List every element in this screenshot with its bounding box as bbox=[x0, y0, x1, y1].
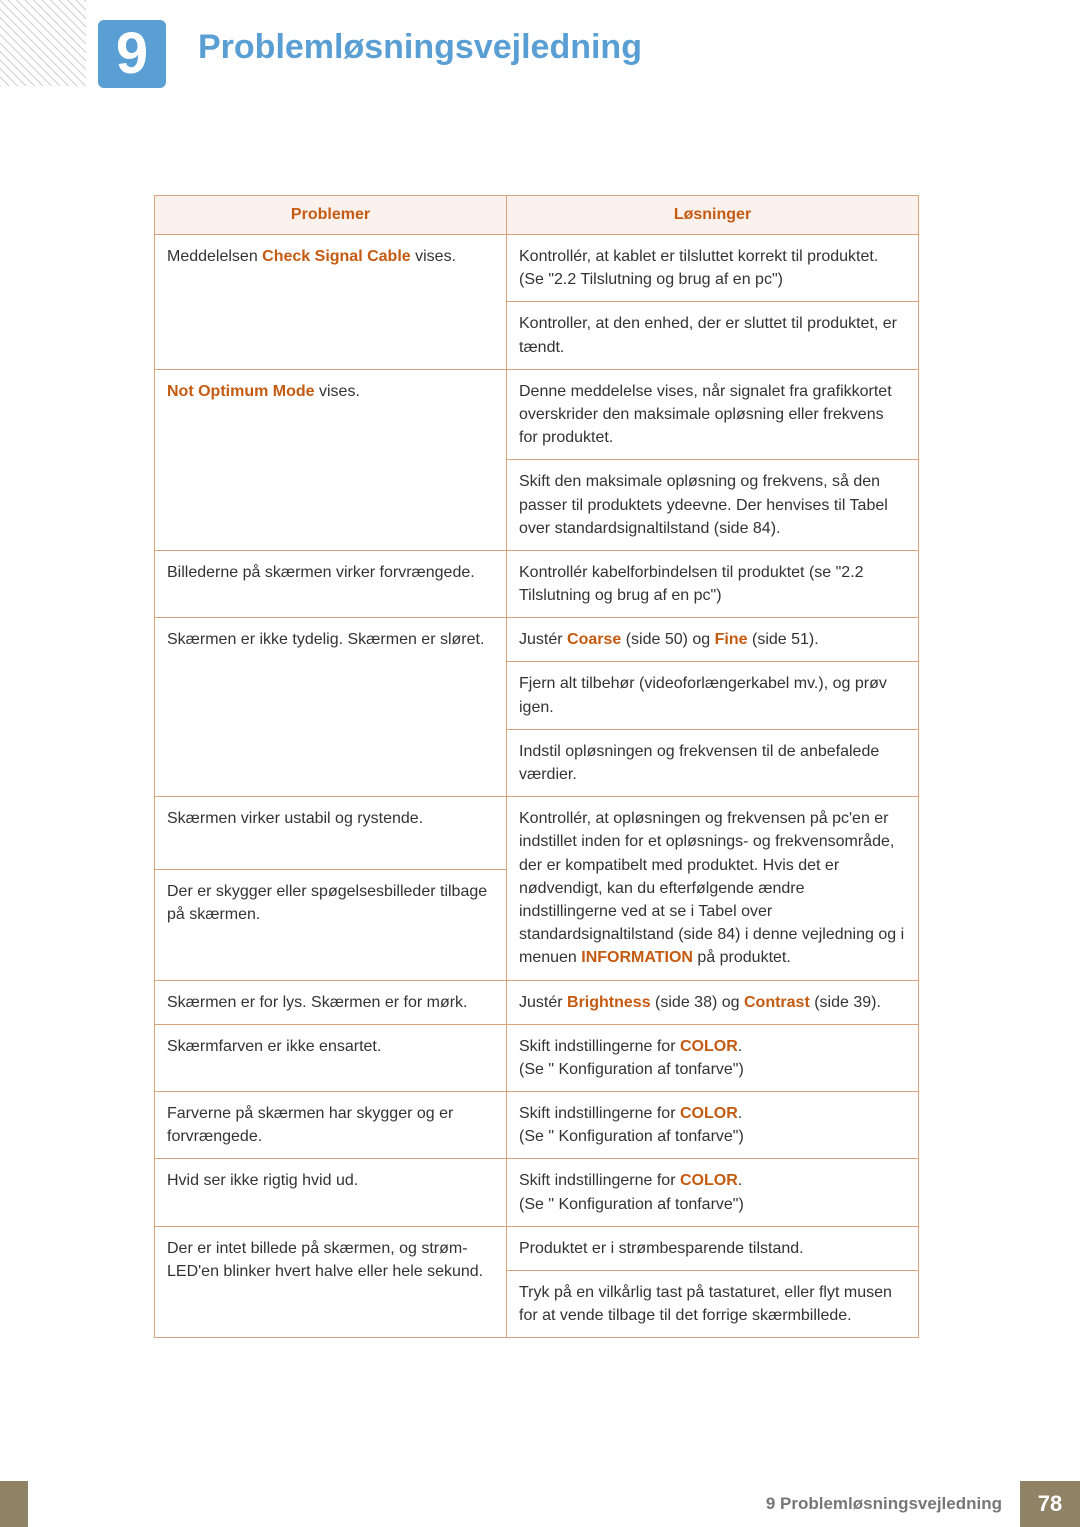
table-row: Not Optimum Mode vises.Denne meddelelse … bbox=[155, 369, 919, 460]
solution-cell: Kontrollér, at opløsningen og frekvensen… bbox=[507, 797, 919, 980]
problem-cell: Meddelelsen Check Signal Cable vises. bbox=[155, 235, 507, 370]
footer-label: 9 Problemløsningsvejledning bbox=[28, 1481, 1020, 1527]
problem-cell: Not Optimum Mode vises. bbox=[155, 369, 507, 550]
solution-cell: Justér Brightness (side 38) og Contrast … bbox=[507, 980, 919, 1024]
solution-cell: Justér Coarse (side 50) og Fine (side 51… bbox=[507, 618, 919, 662]
problem-cell: Hvid ser ikke rigtig hvid ud. bbox=[155, 1159, 507, 1226]
solution-cell: Kontrollér kabelforbindelsen til produkt… bbox=[507, 550, 919, 617]
solution-cell: Denne meddelelse vises, når signalet fra… bbox=[507, 369, 919, 460]
footer-page-number: 78 bbox=[1020, 1481, 1080, 1527]
problem-cell: Billederne på skærmen virker forvrængede… bbox=[155, 550, 507, 617]
col-header-solutions: Løsninger bbox=[507, 196, 919, 235]
problem-cell: Skærmen virker ustabil og rystende. bbox=[155, 797, 507, 870]
solution-cell: Indstil opløsningen og frekvensen til de… bbox=[507, 729, 919, 796]
chapter-number-box: 9 bbox=[98, 20, 166, 88]
solution-cell: Produktet er i strømbesparende tilstand. bbox=[507, 1226, 919, 1270]
table-row: Hvid ser ikke rigtig hvid ud.Skift indst… bbox=[155, 1159, 919, 1226]
chapter-number: 9 bbox=[116, 25, 148, 83]
table-row: Der er intet billede på skærmen, og strø… bbox=[155, 1226, 919, 1270]
table-row: Skærmen er ikke tydelig. Skærmen er slør… bbox=[155, 618, 919, 662]
problem-cell: Skærmen er for lys. Skærmen er for mørk. bbox=[155, 980, 507, 1024]
col-header-problems: Problemer bbox=[155, 196, 507, 235]
problem-cell: Skærmen er ikke tydelig. Skærmen er slør… bbox=[155, 618, 507, 797]
chapter-title: Problemløsningsvejledning bbox=[198, 28, 642, 67]
problem-cell: Farverne på skærmen har skygger og er fo… bbox=[155, 1092, 507, 1159]
solution-cell: Skift indstillingerne for COLOR.(Se " Ko… bbox=[507, 1159, 919, 1226]
solution-cell: Skift indstillingerne for COLOR.(Se " Ko… bbox=[507, 1024, 919, 1091]
table-row: Skærmfarven er ikke ensartet.Skift indst… bbox=[155, 1024, 919, 1091]
troubleshooting-table-wrap: Problemer Løsninger Meddelelsen Check Si… bbox=[154, 195, 918, 1338]
table-row: Skærmen virker ustabil og rystende.Kontr… bbox=[155, 797, 919, 870]
troubleshooting-table: Problemer Løsninger Meddelelsen Check Si… bbox=[154, 195, 919, 1338]
footer-bar: 9 Problemløsningsvejledning 78 bbox=[0, 1481, 1080, 1527]
header-hatch bbox=[0, 0, 86, 86]
solution-cell: Tryk på en vilkårlig tast på tastaturet,… bbox=[507, 1271, 919, 1338]
table-row: Skærmen er for lys. Skærmen er for mørk.… bbox=[155, 980, 919, 1024]
table-row: Farverne på skærmen har skygger og er fo… bbox=[155, 1092, 919, 1159]
solution-cell: Skift indstillingerne for COLOR.(Se " Ko… bbox=[507, 1092, 919, 1159]
footer-accent-left bbox=[0, 1481, 28, 1527]
problem-cell: Skærmfarven er ikke ensartet. bbox=[155, 1024, 507, 1091]
problem-cell: Der er skygger eller spøgelsesbilleder t… bbox=[155, 869, 507, 980]
problem-cell: Der er intet billede på skærmen, og strø… bbox=[155, 1226, 507, 1338]
solution-cell: Skift den maksimale opløsning og frekven… bbox=[507, 460, 919, 551]
solution-cell: Fjern alt tilbehør (videoforlængerkabel … bbox=[507, 662, 919, 729]
table-row: Billederne på skærmen virker forvrængede… bbox=[155, 550, 919, 617]
table-row: Meddelelsen Check Signal Cable vises.Kon… bbox=[155, 235, 919, 302]
solution-cell: Kontrollér, at kablet er tilsluttet korr… bbox=[507, 235, 919, 302]
solution-cell: Kontroller, at den enhed, der er sluttet… bbox=[507, 302, 919, 369]
